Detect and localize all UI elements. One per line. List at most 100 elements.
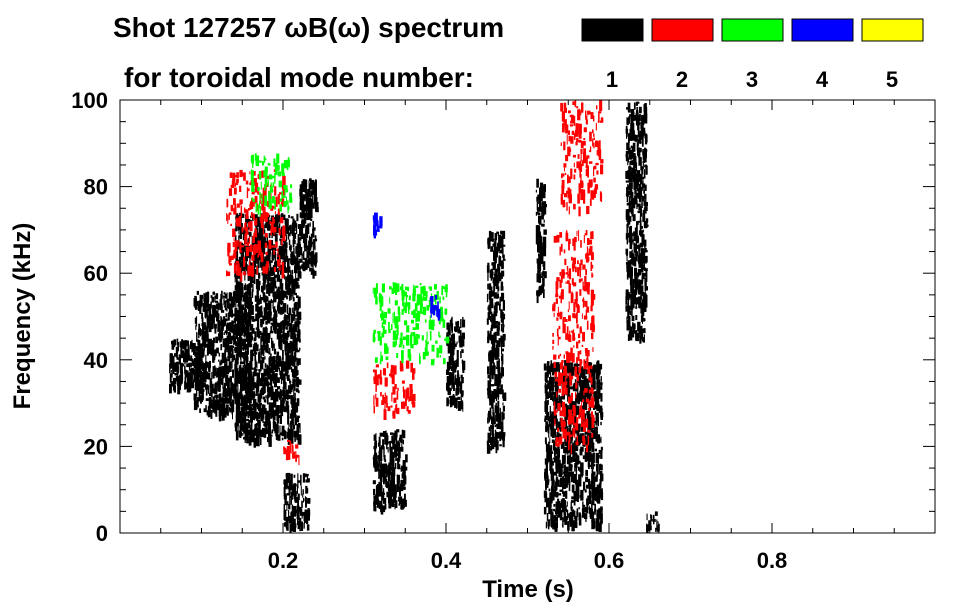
spectrum-mark <box>632 299 635 309</box>
spectrum-mark <box>236 394 240 402</box>
spectrum-mark <box>299 512 304 516</box>
spectrum-mark <box>633 180 635 191</box>
spectrum-mark <box>292 297 295 302</box>
spectrum-mark <box>239 340 244 346</box>
spectrum-mark <box>283 510 287 516</box>
spectrum-mark <box>250 373 252 384</box>
spectrum-mark <box>572 510 576 517</box>
spectrum-mark <box>199 301 203 306</box>
spectrum-mark <box>631 111 635 122</box>
spectrum-mark <box>462 402 464 412</box>
spectrum-mark <box>549 365 551 374</box>
spectrum-mark <box>215 336 218 344</box>
spectrum-mark <box>454 360 457 363</box>
spectrum-mark <box>281 291 285 296</box>
spectrum-mark <box>545 404 547 415</box>
spectrum-mark <box>397 450 401 459</box>
spectrum-mark <box>286 326 288 330</box>
spectrum-mark <box>568 385 570 394</box>
spectrum-mark <box>283 333 285 345</box>
spectrum-mark <box>581 380 584 389</box>
spectrum-mark <box>542 189 546 199</box>
spectrum-mark <box>306 475 309 482</box>
spectrum-mark <box>241 397 245 406</box>
spectrum-mark <box>246 343 249 355</box>
spectrum-mark <box>184 360 186 365</box>
spectrum-mark <box>290 436 294 444</box>
spectrum-mark <box>242 367 245 372</box>
spectrum-mark <box>222 338 226 341</box>
spectrum-mark <box>235 222 238 231</box>
spectrum-mark <box>391 466 395 477</box>
spectrum-mark <box>553 478 555 483</box>
spectrum-mark <box>258 353 260 364</box>
spectrum-mark <box>262 282 266 289</box>
spectrum-mark <box>300 190 303 195</box>
spectrum-mark <box>238 281 242 293</box>
legend-label-mode-1: 1 <box>606 67 618 92</box>
spectrum-mark <box>545 474 549 479</box>
spectrum-mark <box>379 448 383 453</box>
spectrum-mark <box>301 254 303 261</box>
spectrum-mark <box>260 264 262 268</box>
spectrum-mark <box>196 397 199 400</box>
spectrum-mark <box>590 484 595 490</box>
spectrum-mark <box>288 232 291 237</box>
spectrum-mark <box>262 267 266 273</box>
spectrum-mark <box>630 293 633 300</box>
spectrum-mark <box>263 298 266 303</box>
spectrum-mark <box>556 449 560 458</box>
spectrum-mark <box>495 324 498 328</box>
spectrum-mark <box>297 270 301 278</box>
spectrum-mark <box>242 417 245 422</box>
spectrum-mark <box>392 452 395 456</box>
spectrum-mark <box>543 184 546 192</box>
spectrum-mark <box>199 294 204 299</box>
spectrum-mark <box>244 222 247 232</box>
spectrum-mark <box>280 399 282 411</box>
spectrum-mark <box>291 369 295 372</box>
spectrum-mark <box>586 498 589 506</box>
spectrum-mark <box>234 270 237 275</box>
spectrum-mark <box>202 321 204 333</box>
spectrum-mark <box>302 512 306 516</box>
spectrum-mark <box>184 365 186 374</box>
spectrum-mark <box>272 250 274 260</box>
spectrum-mark <box>266 303 270 310</box>
spectrum-mark <box>290 386 292 395</box>
spectrum-mark <box>308 210 311 217</box>
spectrum-mark <box>261 404 265 412</box>
spectrum-mark <box>257 257 260 268</box>
spectrum-mark <box>279 389 282 395</box>
spectrum-mark <box>643 197 645 206</box>
spectrum-mark <box>235 290 239 300</box>
spectrum-mark <box>313 193 317 205</box>
spectrum-mark <box>282 303 287 313</box>
spectrum-mark <box>639 335 642 344</box>
spectrum-mark <box>549 492 553 504</box>
spectrum-mark <box>286 493 291 496</box>
spectrum-mark <box>637 171 641 177</box>
spectrum-mark <box>577 392 580 403</box>
spectrum-mark <box>600 382 603 390</box>
spectrum-mark <box>244 304 247 309</box>
spectrum-mark <box>314 235 317 242</box>
spectrum-mark <box>276 248 279 251</box>
spectrum-mark <box>279 371 283 375</box>
spectrum-mark <box>451 328 453 333</box>
spectrum-mark <box>305 179 308 188</box>
spectrum-mark <box>276 351 280 361</box>
spectrum-mark <box>188 377 190 384</box>
spectrum-mark <box>632 176 635 181</box>
spectrum-mark <box>653 514 655 525</box>
spectrum-mark <box>626 155 629 162</box>
spectrum-mark <box>237 430 239 438</box>
spectrum-mark <box>491 394 494 402</box>
spectrum-mark <box>287 486 291 490</box>
spectrum-mark <box>657 523 660 532</box>
spectrum-mark <box>199 375 203 387</box>
spectrum-mark <box>630 109 635 113</box>
spectrum-mark <box>228 213 230 220</box>
spectrum-mark <box>562 517 564 528</box>
spectrum-mark <box>315 202 319 212</box>
